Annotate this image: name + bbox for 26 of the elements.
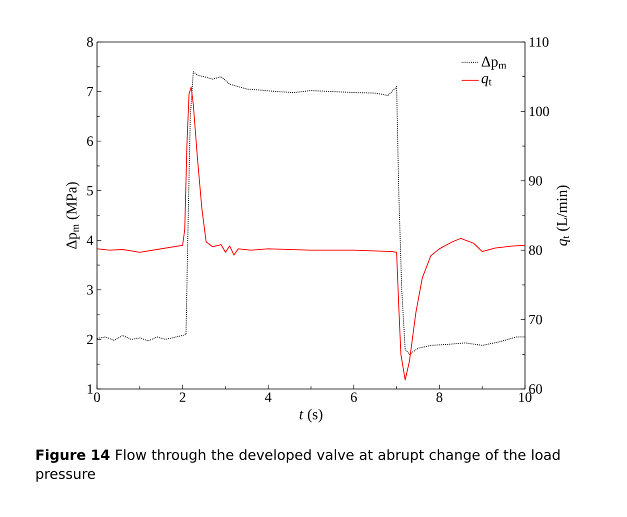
y-tick-label: 4 [86,236,94,245]
x-tick-label: 10 [519,392,532,402]
x-tick-label: 2 [180,392,186,402]
x-axis-title: t (s) [300,408,322,422]
x-tick-label: 4 [264,392,272,402]
x-tick-label: 0 [94,392,100,402]
y-tick-label: 3 [87,285,93,295]
y-axis-title: Δp$_{m}$ (MPa) [66,182,80,249]
y-tick-label: 2 [87,334,93,344]
x-tick-label: 6 [350,392,357,402]
y2-tick-label: 100 [530,106,549,116]
text: Figure 14 Flow through the developed valve at abrupt change of the load pressure [36,449,560,482]
y2-tick-label: 60 [529,384,542,394]
y2-tick-label: 110 [530,37,548,47]
y-tick-label: 5 [87,186,93,196]
legend-label: q$_{t}$ [482,76,492,86]
y-tick-label: 7 [87,86,94,96]
y2-tick-label: 90 [528,176,542,186]
y-tick-label: 6 [87,136,94,146]
y2-axis-title: q$_{t}$ (L/min) [556,185,570,246]
y-tick-label: 1 [88,384,93,394]
y2-tick-label: 80 [529,245,542,255]
legend-label: Δp$_{m}$ [482,56,506,70]
y-tick-label: 8 [87,37,93,47]
y2-tick-label: 70 [529,314,542,324]
x-tick-label: 8 [436,392,442,402]
